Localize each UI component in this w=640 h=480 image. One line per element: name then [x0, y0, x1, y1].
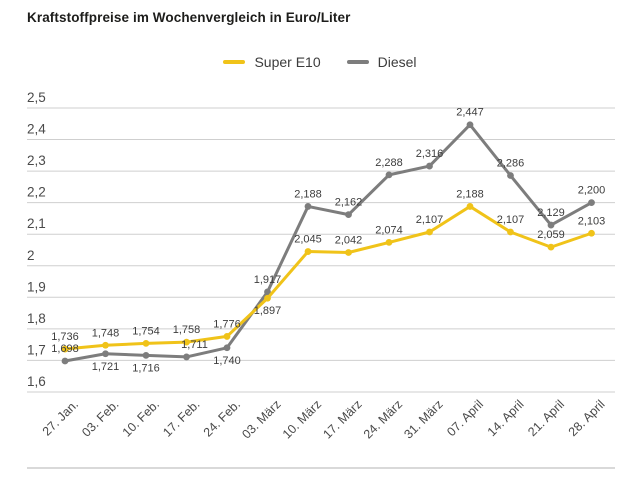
x-axis-tick-label: 17. Feb.	[160, 397, 202, 439]
data-point-label-diesel: 1,698	[51, 343, 79, 355]
data-point-marker-diesel	[142, 351, 150, 359]
data-point-label-diesel: 2,286	[497, 158, 525, 170]
y-axis-tick-label: 1,8	[27, 311, 46, 326]
y-axis-tick-label: 1,6	[27, 374, 46, 389]
data-point-label-diesel: 2,200	[578, 185, 606, 197]
data-point-marker-diesel	[547, 221, 555, 229]
data-point-marker-super-e10	[183, 338, 190, 346]
data-point-label-super-e10: 1,776	[213, 318, 241, 330]
data-point-label-super-e10: 2,059	[537, 229, 565, 241]
y-axis-tick-label: 1,9	[27, 279, 46, 294]
data-point-marker-super-e10	[588, 229, 595, 237]
x-axis-tick-label: 14. April	[485, 397, 527, 439]
x-axis-tick-label: 03. März	[239, 397, 283, 441]
data-point-marker-diesel	[345, 211, 352, 219]
x-axis-tick-label: 24. März	[361, 397, 405, 441]
series-line-diesel	[63, 123, 593, 363]
x-axis-tick-label: 03. Feb.	[79, 397, 121, 439]
y-axis-tick-label: 2,5	[27, 90, 46, 105]
x-axis-tick-label: 28. April	[566, 397, 608, 439]
data-point-marker-diesel	[385, 171, 393, 179]
legend: Super E10 Diesel	[0, 54, 640, 70]
legend-label-diesel: Diesel	[377, 54, 417, 70]
data-point-label-diesel: 2,447	[456, 107, 484, 119]
series-line-super-e10	[63, 204, 593, 351]
data-point-marker-super-e10	[547, 243, 555, 251]
data-point-marker-super-e10	[264, 294, 271, 302]
legend-item-super-e10: Super E10	[223, 54, 321, 70]
data-point-label-super-e10: 2,042	[335, 234, 363, 246]
data-point-label-super-e10: 1,758	[173, 324, 201, 336]
data-point-label-super-e10: 1,736	[51, 331, 79, 343]
x-axis-tick-label: 10. Feb.	[120, 397, 162, 439]
data-point-marker-diesel	[102, 350, 109, 358]
x-axis-tick-label: 24. Feb.	[201, 397, 243, 439]
data-point-label-diesel: 1,917	[254, 274, 282, 286]
y-axis-tick-label: 2	[27, 248, 35, 263]
data-point-label-super-e10: 2,107	[416, 214, 444, 226]
data-point-label-diesel: 1,711	[181, 339, 208, 351]
data-point-marker-super-e10	[507, 228, 514, 236]
data-point-label-diesel: 1,721	[92, 361, 120, 373]
x-axis-tick-label: 21. April	[525, 397, 567, 439]
y-axis-tick-label: 1,7	[27, 342, 46, 357]
data-point-marker-diesel	[264, 288, 271, 296]
data-point-marker-super-e10	[304, 248, 312, 255]
data-point-marker-diesel	[223, 344, 231, 352]
data-point-label-super-e10: 2,188	[456, 188, 484, 200]
data-point-label-diesel: 2,316	[416, 148, 444, 160]
y-axis-tick-label: 2,2	[27, 185, 46, 200]
data-point-label-diesel: 1,740	[213, 355, 241, 367]
data-point-marker-super-e10	[61, 345, 69, 353]
y-axis-tick-label: 2,4	[27, 122, 46, 137]
data-point-marker-diesel	[426, 162, 433, 170]
data-point-marker-diesel	[183, 353, 190, 361]
data-point-marker-super-e10	[466, 203, 474, 210]
data-point-marker-super-e10	[223, 333, 231, 340]
data-point-label-diesel: 2,162	[335, 197, 363, 209]
data-point-label-super-e10: 1,897	[254, 305, 282, 317]
data-point-marker-diesel	[466, 121, 474, 129]
data-point-marker-diesel	[304, 203, 312, 210]
x-axis-tick-label: 31. März	[401, 397, 445, 441]
data-point-label-diesel: 2,129	[537, 207, 565, 219]
data-point-label-super-e10: 1,748	[92, 327, 120, 339]
data-point-label-diesel: 2,188	[294, 188, 322, 200]
data-point-label-super-e10: 2,107	[497, 214, 525, 226]
legend-swatch-super-e10-icon	[223, 60, 246, 64]
data-point-marker-super-e10	[142, 339, 150, 347]
y-axis-tick-label: 2,3	[27, 153, 46, 168]
legend-item-diesel: Diesel	[346, 54, 417, 70]
x-axis-tick-label: 10. März	[280, 397, 324, 441]
data-point-marker-diesel	[61, 357, 69, 365]
x-axis-tick-label: 17. März	[320, 397, 364, 441]
data-point-marker-diesel	[507, 172, 514, 179]
data-point-label-diesel: 2,288	[375, 157, 403, 169]
data-point-label-super-e10: 2,074	[375, 224, 403, 236]
x-axis-tick-label: 27. Jan.	[40, 397, 81, 438]
data-point-marker-super-e10	[102, 341, 109, 349]
chart-title: Kraftstoffpreise im Wochenvergleich in E…	[27, 10, 351, 25]
data-point-label-super-e10: 1,754	[132, 325, 160, 337]
data-point-label-super-e10: 2,103	[578, 215, 606, 227]
data-point-marker-diesel	[588, 199, 595, 207]
data-point-label-super-e10: 2,045	[294, 234, 322, 246]
legend-swatch-diesel-icon	[346, 60, 369, 64]
data-point-label-diesel: 1,716	[132, 362, 160, 374]
data-point-marker-super-e10	[426, 228, 433, 236]
legend-label-super-e10: Super E10	[254, 54, 321, 70]
x-axis-tick-label: 07. April	[444, 397, 486, 439]
y-axis-tick-label: 2,1	[27, 216, 46, 231]
data-point-marker-super-e10	[385, 239, 393, 246]
data-point-marker-super-e10	[345, 249, 352, 256]
